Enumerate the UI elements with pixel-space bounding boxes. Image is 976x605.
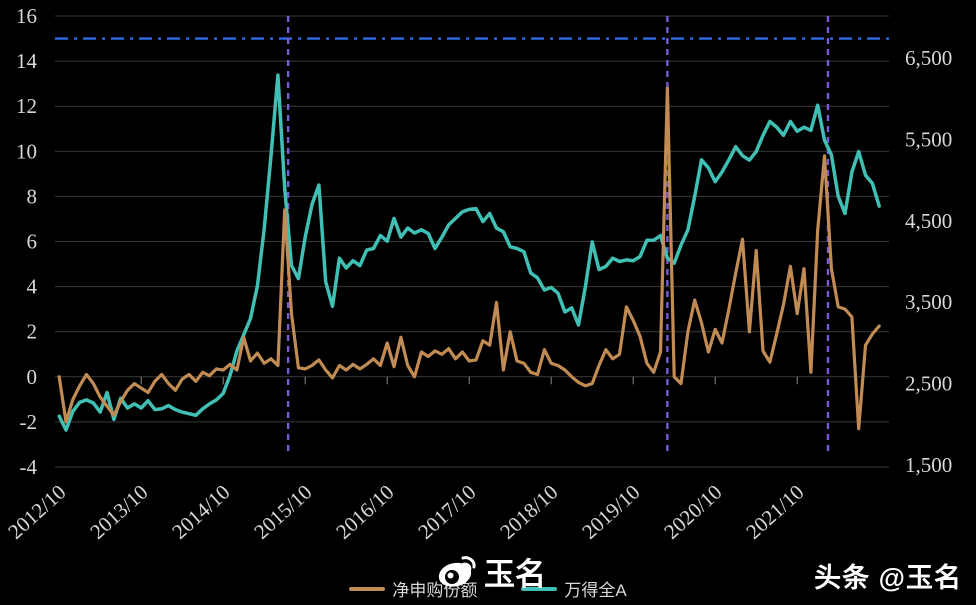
left-axis-label: 4 xyxy=(27,275,38,299)
watermark: 玉名 xyxy=(437,549,546,594)
right-axis-label: 6,500 xyxy=(905,46,952,70)
x-axis-label: 2012/10 xyxy=(3,480,70,544)
right-axis-label: 1,500 xyxy=(905,453,952,477)
x-axis-label: 2013/10 xyxy=(85,480,152,544)
watermark-text: 玉名 xyxy=(484,557,546,592)
series-line-wind-all-a xyxy=(57,73,881,432)
right-axis-label: 3,500 xyxy=(905,290,952,314)
right-axis-label: 5,500 xyxy=(905,127,952,151)
left-axis-label: -4 xyxy=(20,455,38,479)
left-axis-label: 10 xyxy=(16,139,37,163)
legend-swatch-net-subscription xyxy=(349,586,386,591)
left-axis-label: 14 xyxy=(16,49,38,73)
x-axis-label: 2017/10 xyxy=(413,480,480,544)
x-axis-label: 2019/10 xyxy=(577,480,644,544)
left-axis-label: 16 xyxy=(16,4,37,28)
x-axis-label: 2016/10 xyxy=(331,480,398,544)
x-axis-label: 2018/10 xyxy=(495,480,562,544)
left-axis-label: 8 xyxy=(27,184,38,208)
footer-byline: 头条 @玉名 xyxy=(814,563,962,593)
series-line-net-subscription xyxy=(57,86,881,431)
right-axis-label: 4,500 xyxy=(905,209,952,233)
x-axis-label: 2020/10 xyxy=(659,480,726,544)
weibo-icon xyxy=(437,555,479,589)
left-axis-label: -2 xyxy=(20,410,38,434)
left-axis-label: 0 xyxy=(27,365,38,389)
left-axis-label: 12 xyxy=(16,94,37,118)
left-axis-label: 2 xyxy=(27,320,38,344)
x-axis-label: 2021/10 xyxy=(741,480,808,544)
legend-label-wind-all-a: 万得全A xyxy=(564,581,627,600)
legend-swatch-wind-all-a xyxy=(521,586,558,591)
x-axis-label: 2014/10 xyxy=(167,480,234,544)
chart-canvas: 16 14 12 10 8 6 4 2 0 -2 -4 6,500 5,500 4,500 3,500 2,5… xyxy=(3,4,952,544)
x-axis-label: 2015/10 xyxy=(249,480,316,544)
left-axis-label: 6 xyxy=(27,230,38,254)
right-axis-label: 2,500 xyxy=(905,372,952,396)
